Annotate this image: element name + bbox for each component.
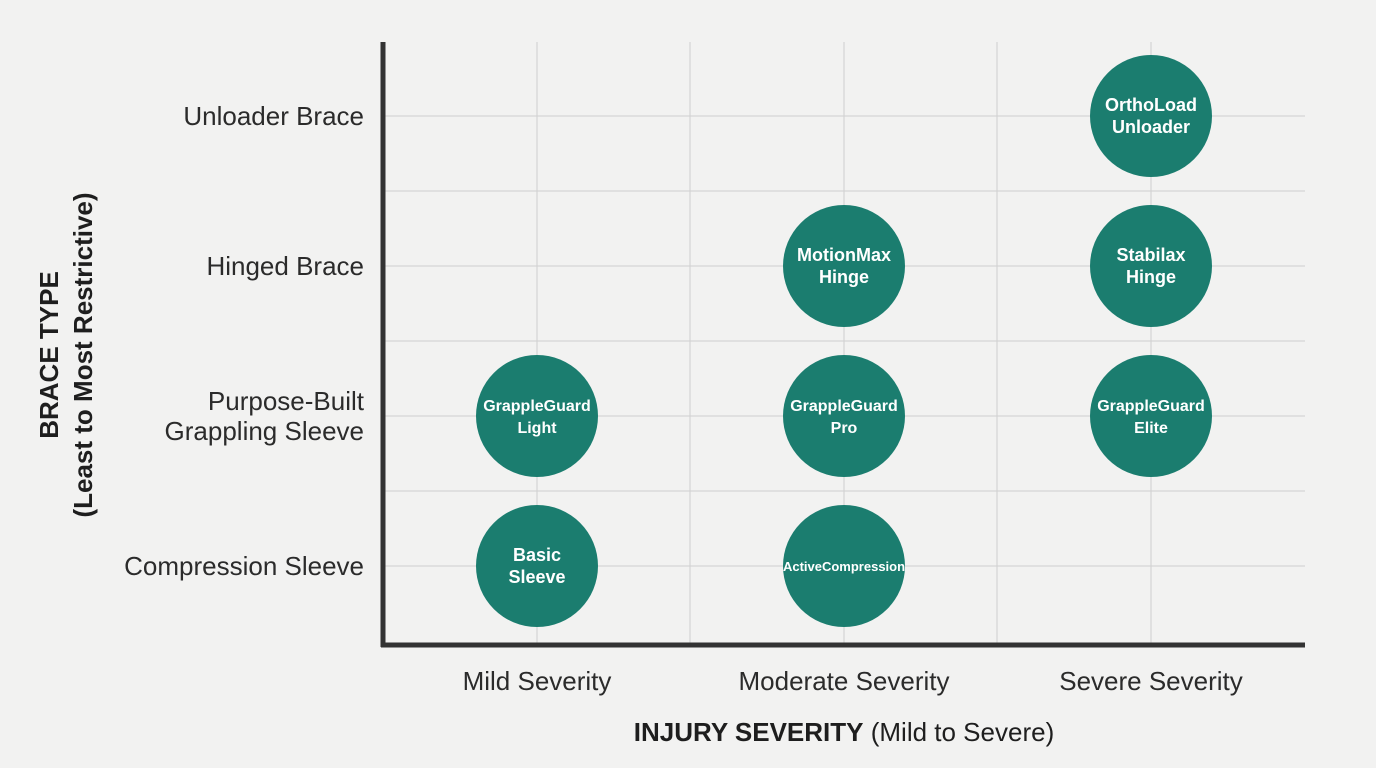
bubble-label: MotionMax (797, 245, 891, 265)
bubble-label: GrappleGuard (790, 398, 898, 415)
bubble: ActiveCompression (783, 505, 905, 627)
bubble-circle (1090, 205, 1212, 327)
bubble: GrappleGuard Light (476, 355, 598, 477)
bubble-label: Basic (513, 545, 561, 565)
axes (380, 42, 1305, 648)
bubble-circle (783, 355, 905, 477)
y-axis-title: BRACE TYPE (Least to Most Restrictive) (34, 192, 98, 517)
bubbles: OrthoLoadUnloaderMotionMaxHingeStabilaxH… (476, 55, 1212, 627)
bubble-circle (783, 205, 905, 327)
y-tick-label: Purpose-Built (208, 386, 365, 416)
y-tick-label: Compression Sleeve (124, 551, 364, 581)
y-tick-label: Unloader Brace (183, 101, 364, 131)
bubble-label: ActiveCompression (783, 559, 905, 574)
bubble-label: GrappleGuard (1097, 398, 1205, 415)
x-tick-label: Severe Severity (1059, 666, 1243, 696)
bubble-circle (476, 505, 598, 627)
x-axis-title-bold: INJURY SEVERITY (634, 717, 864, 747)
bubble-label: Unloader (1112, 117, 1190, 137)
bubble: GrappleGuard Pro (783, 355, 905, 477)
bubble-circle (1090, 355, 1212, 477)
y-axis-title-line2: (Least to Most Restrictive) (68, 192, 98, 517)
bubble: GrappleGuard Elite (1090, 355, 1212, 477)
y-axis-title-line1: BRACE TYPE (34, 271, 64, 439)
bubble-label: Sleeve (508, 567, 565, 587)
x-tick-label: Moderate Severity (739, 666, 950, 696)
bubble-label: Hinge (1126, 267, 1176, 287)
bubble-label: Stabilax (1116, 245, 1185, 265)
bubble-circle (476, 355, 598, 477)
bubble-circle (783, 505, 905, 627)
y-tick-label: Hinged Brace (206, 251, 364, 281)
y-tick-labels: Compression Sleeve Purpose-BuiltGrappling… (124, 101, 365, 581)
bubble-label: Pro (831, 420, 858, 437)
bubble-circle (1090, 55, 1212, 177)
x-tick-label: Mild Severity (463, 666, 612, 696)
x-axis-title: INJURY SEVERITY (Mild to Severe) (634, 717, 1054, 747)
bubble-label: Hinge (819, 267, 869, 287)
bubble-label: OrthoLoad (1105, 95, 1197, 115)
bubble-label: Light (517, 420, 557, 437)
y-tick-label: Grappling Sleeve (165, 416, 364, 446)
x-axis-title-rest: (Mild to Severe) (864, 717, 1055, 747)
bubble-label: GrappleGuard (483, 398, 591, 415)
bubble-label: Elite (1134, 420, 1168, 437)
x-tick-labels: Mild Severity Moderate Severity Severe Sev… (463, 666, 1243, 696)
